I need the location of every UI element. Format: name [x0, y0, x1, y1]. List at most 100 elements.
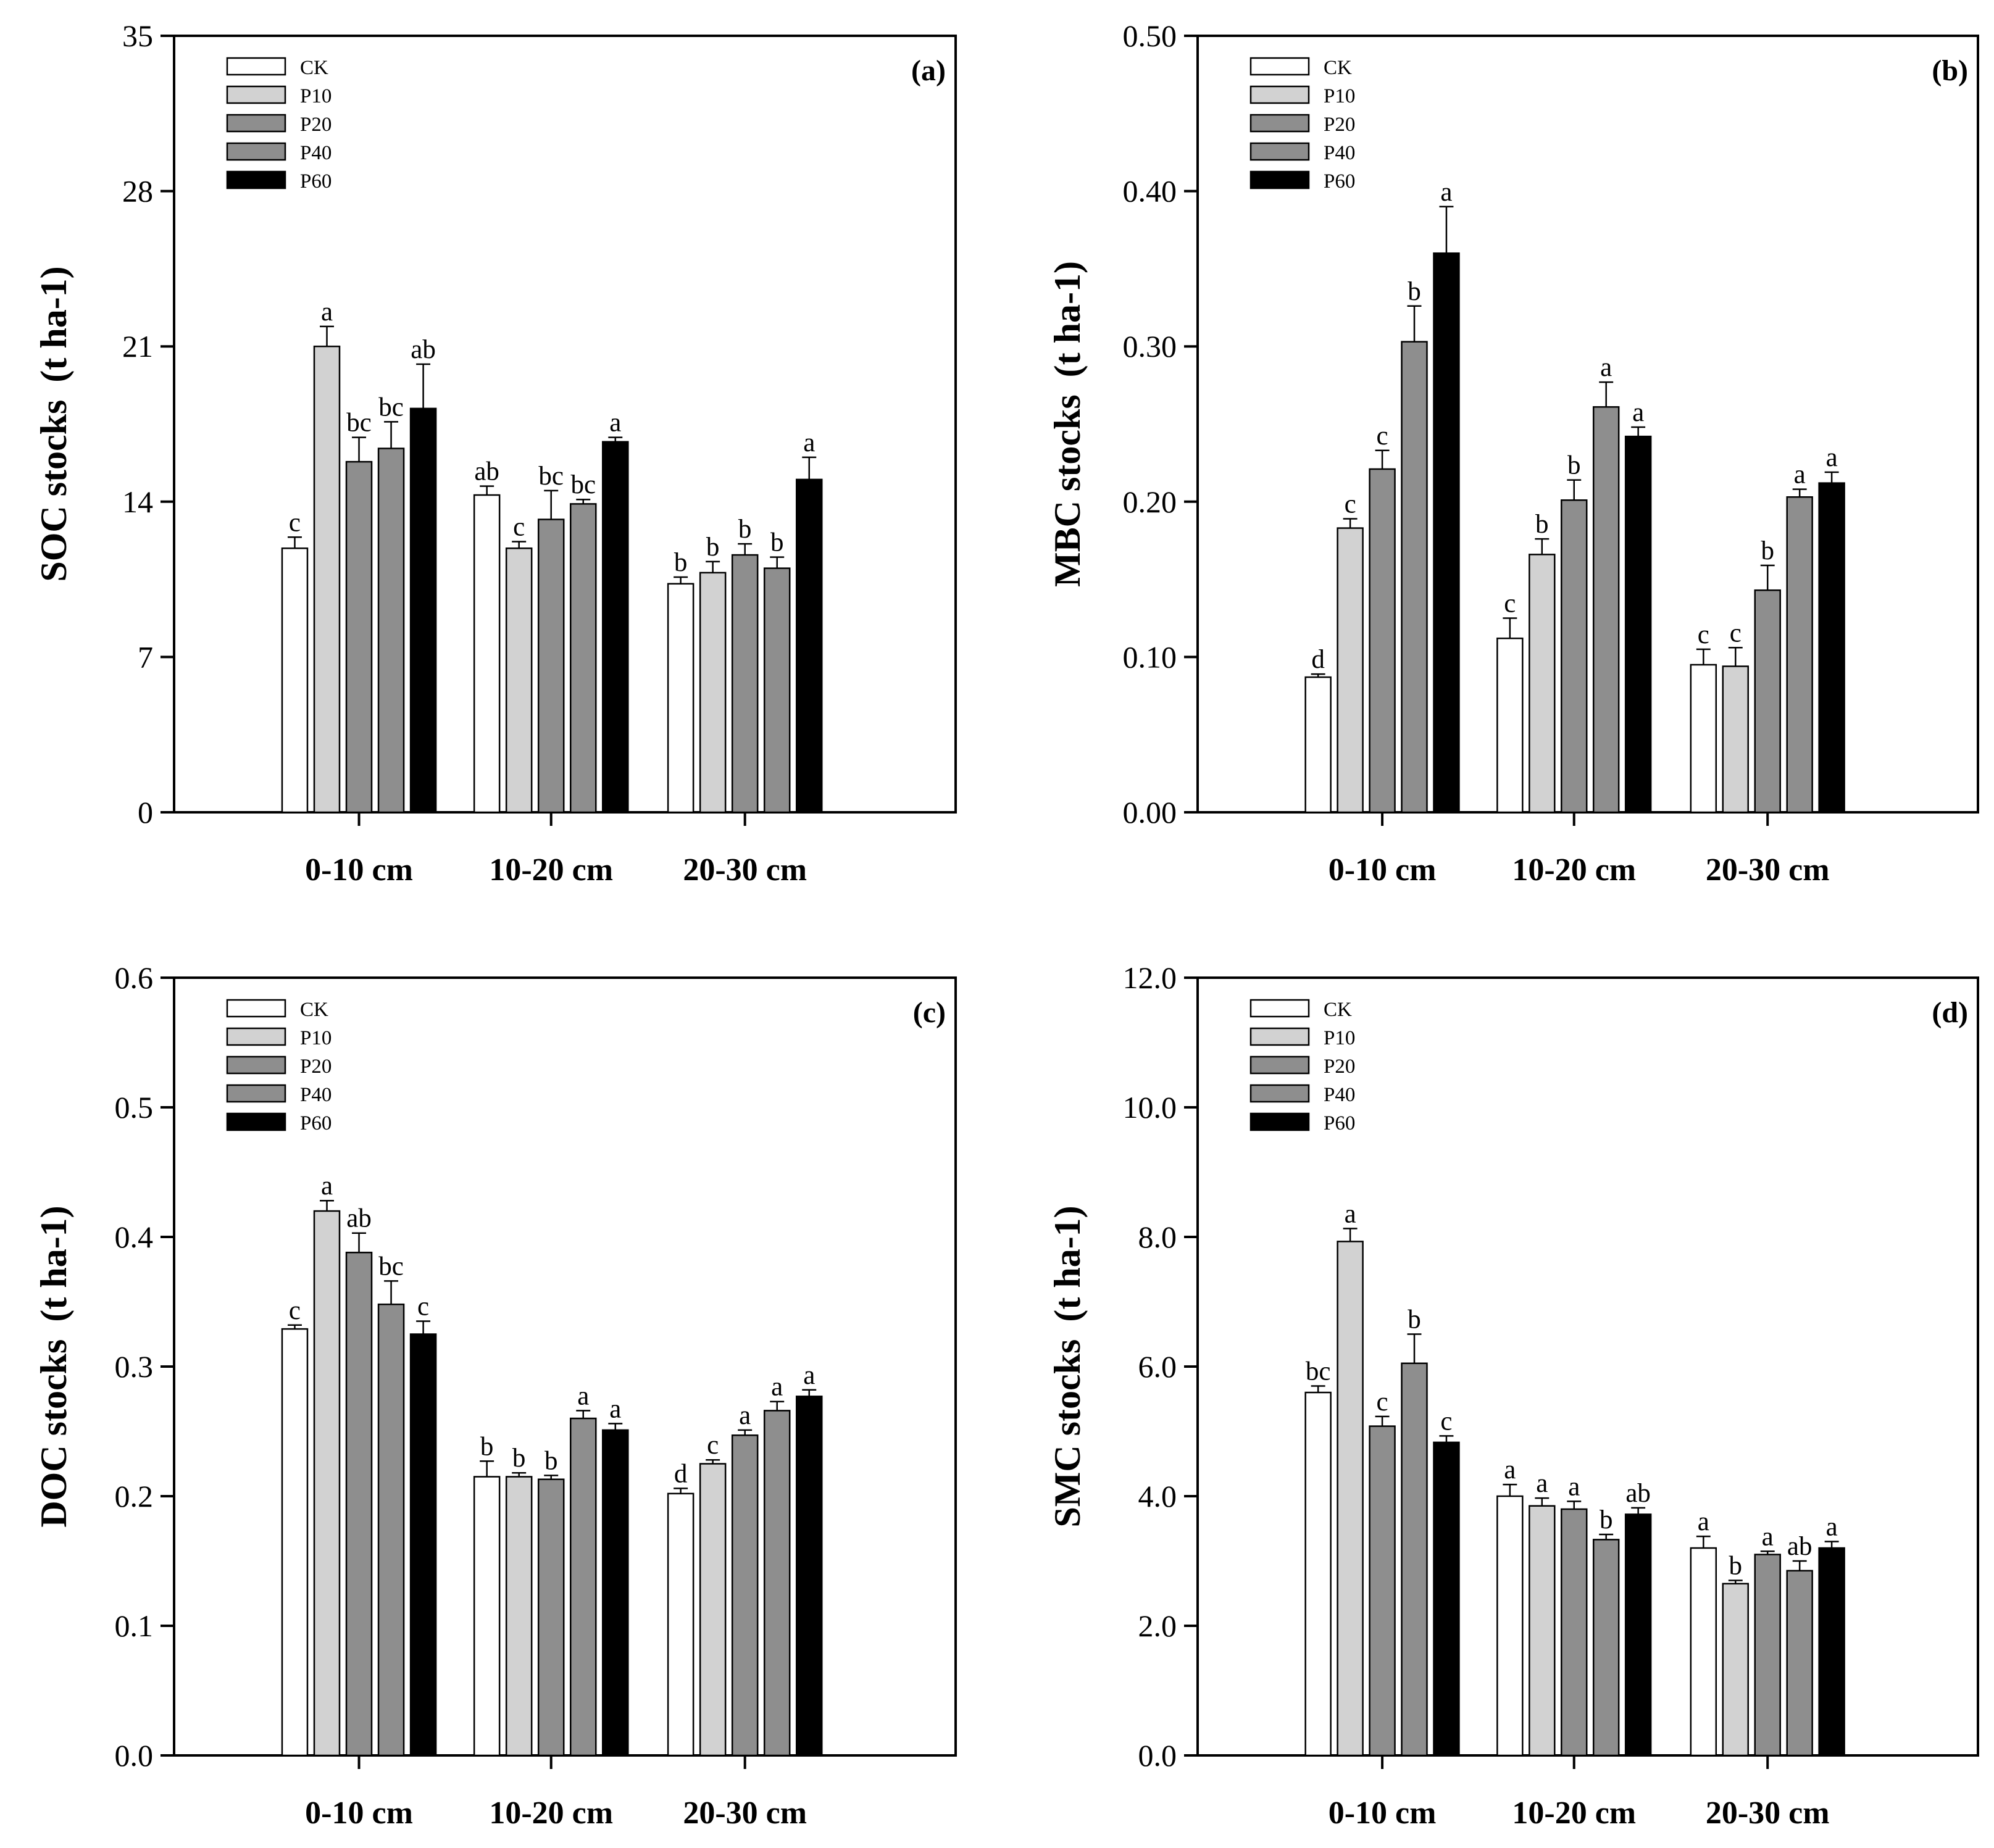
significance-label: a — [1345, 1199, 1356, 1228]
bar-P40 — [763, 1410, 791, 1757]
significance-label: a — [321, 1172, 333, 1201]
bar-P60 — [795, 478, 823, 814]
bar-P40 — [569, 503, 597, 814]
y-tick-label: 6.0 — [1138, 1349, 1177, 1384]
significance-label: b — [1408, 1305, 1421, 1334]
y-tick-label: 0.40 — [1123, 174, 1177, 209]
legend-swatch-P10 — [1249, 1027, 1310, 1046]
bar-P40 — [1592, 1539, 1620, 1757]
significance-label: b — [674, 548, 688, 577]
y-tick-label: 0.6 — [115, 960, 154, 995]
y-tick-label: 0.0 — [115, 1738, 154, 1773]
y-tick-label: 4.0 — [1138, 1479, 1177, 1513]
y-axis-unit: (t ha-1) — [33, 1205, 74, 1321]
y-tick-label: 0.10 — [1123, 639, 1177, 674]
bar-P60 — [602, 441, 629, 814]
legend-label: P40 — [1324, 1084, 1355, 1106]
legend-swatch-P40 — [1249, 1084, 1310, 1103]
significance-label: a — [609, 1394, 621, 1423]
y-tick-label: 35 — [122, 19, 153, 53]
significance-label: c — [289, 508, 301, 537]
legend-label: P60 — [1324, 1112, 1355, 1134]
bar-P40 — [377, 447, 405, 814]
bar-P40 — [377, 1303, 405, 1757]
y-tick-label: 28 — [122, 174, 153, 209]
legend-label: P60 — [300, 1112, 332, 1134]
bar-P60 — [1433, 1441, 1460, 1757]
bar-P60 — [1818, 482, 1845, 814]
bar-P60 — [1624, 435, 1652, 814]
y-tick-label: 7 — [138, 639, 153, 674]
legend-label: P40 — [300, 142, 332, 164]
legend-swatch-P10 — [226, 85, 286, 104]
x-category-label: 0-10 cm — [1329, 852, 1437, 888]
legend-label: CK — [300, 999, 328, 1021]
bar-P10 — [505, 1476, 533, 1757]
legend-swatch-CK — [1249, 57, 1310, 76]
y-tick-label: 0.00 — [1123, 795, 1177, 830]
x-category-label: 20-30 cm — [683, 1796, 807, 1831]
significance-label: ab — [474, 457, 499, 486]
significance-label: a — [1536, 1469, 1548, 1498]
bar-P40 — [1786, 1570, 1813, 1757]
panel-tag: (d) — [1932, 996, 1968, 1029]
y-tick-label: 12.0 — [1123, 960, 1177, 995]
y-axis-title: MBC stocks (t ha-1) — [1047, 261, 1088, 587]
y-tick-label: 0.1 — [115, 1609, 154, 1643]
legend-swatch-P40 — [226, 1084, 286, 1103]
significance-label: c — [1730, 618, 1742, 647]
significance-label: a — [1794, 460, 1806, 489]
bar-P20 — [731, 554, 759, 814]
legend-label: P40 — [300, 1084, 332, 1106]
bar-CK — [1496, 637, 1524, 814]
significance-label: b — [1567, 451, 1581, 480]
y-tick-label: 0.20 — [1123, 485, 1177, 519]
y-tick-label: 0.0 — [1138, 1738, 1177, 1773]
plot-frame — [1196, 35, 1979, 814]
y-tick-label: 0.5 — [115, 1090, 154, 1125]
significance-label: ab — [411, 335, 436, 364]
significance-label: c — [1377, 1388, 1388, 1417]
bar-P40 — [1786, 496, 1813, 814]
significance-label: a — [321, 298, 333, 327]
legend-label: P10 — [300, 85, 332, 107]
bar-P60 — [795, 1396, 823, 1757]
legend-label: P40 — [1324, 142, 1355, 164]
significance-label: d — [674, 1459, 688, 1488]
bar-CK — [667, 583, 695, 814]
x-category-label: 20-30 cm — [1706, 852, 1830, 888]
y-axis-unit: (t ha-1) — [33, 266, 74, 382]
legend-swatch-P60 — [1249, 1112, 1310, 1131]
y-axis-title-text: DOC stocks — [33, 1339, 74, 1528]
y-tick-label: 0.50 — [1123, 19, 1177, 53]
significance-label: a — [1440, 178, 1452, 207]
legend-label: P10 — [300, 1027, 332, 1049]
y-axis-unit: (t ha-1) — [1047, 261, 1088, 377]
significance-label: bc — [378, 1252, 404, 1281]
bar-P60 — [409, 1333, 437, 1757]
significance-label: a — [803, 1361, 815, 1390]
significance-label: b — [706, 533, 720, 562]
y-tick-label: 2.0 — [1138, 1609, 1177, 1643]
legend-swatch-P40 — [1249, 142, 1310, 161]
legend-label: P60 — [300, 170, 332, 193]
x-category-label: 10-20 cm — [1512, 852, 1636, 888]
significance-label: a — [1762, 1522, 1774, 1551]
significance-label: a — [577, 1381, 589, 1410]
bar-P10 — [1722, 1583, 1750, 1757]
bar-P60 — [1433, 252, 1460, 814]
x-category-label: 10-20 cm — [489, 852, 613, 888]
bar-CK — [1690, 1547, 1717, 1757]
bar-P20 — [537, 518, 565, 814]
bar-CK — [1690, 664, 1717, 814]
legend-swatch-P60 — [226, 1112, 286, 1131]
plot-frame — [173, 35, 957, 814]
significance-label: c — [513, 512, 525, 541]
legend-label: P20 — [1324, 1055, 1355, 1078]
y-axis-title: SMC stocks (t ha-1) — [1047, 1205, 1088, 1527]
legend-swatch-CK — [1249, 999, 1310, 1018]
legend-label: P10 — [1324, 85, 1355, 107]
chart-panel-3: 0.0 0.1 0.2 0.3 0.4 0.5 0.6 0-10 cm 10-20 cm 20-3… — [33, 960, 957, 1831]
significance-label: c — [1504, 589, 1516, 618]
